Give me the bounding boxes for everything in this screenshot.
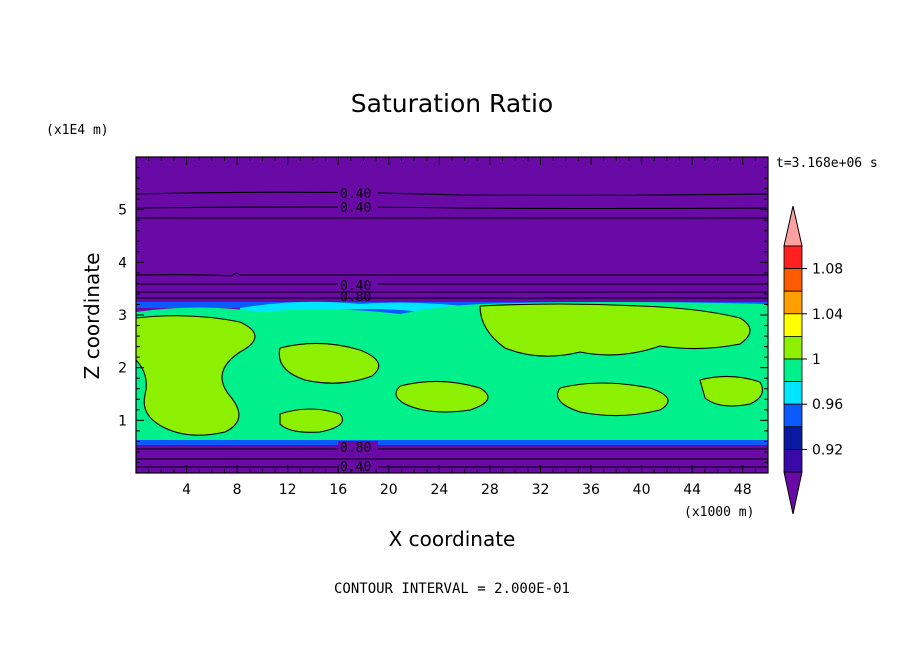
green-patch-7 — [700, 376, 763, 406]
x-tick-label: 32 — [532, 482, 550, 498]
y-tick-label: 3 — [118, 308, 127, 324]
y-tick-label: 1 — [118, 413, 127, 429]
contour-lines — [136, 191, 768, 468]
x-unit-label: (x1000 m) — [684, 505, 754, 520]
contour-interval-footer: CONTOUR INTERVAL = 2.000E-01 — [334, 581, 570, 597]
x-tick-label: 48 — [734, 482, 752, 498]
contour-label: 0.80 — [340, 441, 371, 456]
y-axis-label: Z coordinate — [80, 253, 104, 380]
contour-value-labels: 0.40 0.40 0.40 0.80 0.80 0.40 — [338, 187, 378, 473]
y-tick-label: 2 — [118, 361, 127, 377]
colorbar-cell — [783, 290, 803, 315]
colorbar-cell — [783, 358, 803, 383]
colorbar-under-arrow — [783, 471, 803, 515]
x-tick-label: 24 — [430, 482, 448, 498]
colorbar-tick-label: 0.96 — [812, 397, 843, 413]
x-axis: 4 8 12 16 20 24 28 32 36 40 44 48 — [148, 157, 756, 498]
green-patch-5 — [557, 383, 668, 416]
x-axis-label: X coordinate — [389, 527, 516, 551]
time-label: t=3.168e+06 s — [776, 156, 878, 171]
x-tick-label: 16 — [329, 482, 347, 498]
colorbar-tick-label: 1.08 — [812, 262, 843, 278]
y-tick-label: 4 — [118, 255, 127, 271]
colorbar-cell — [783, 245, 803, 270]
colorbar-tick-label: 1.04 — [812, 307, 843, 323]
colorbar: 0.92 0.96 1 1.04 1.08 — [783, 205, 843, 515]
x-tick-label: 8 — [233, 482, 242, 498]
green-patch-6 — [280, 409, 343, 433]
chart-title: Saturation Ratio — [351, 89, 553, 118]
colorbar-over-arrow — [783, 205, 803, 247]
colorbar-tick-label: 1 — [812, 352, 821, 368]
blue-band-bottom — [136, 440, 768, 445]
contour-label: 0.40 — [340, 187, 371, 202]
x-tick-label: 36 — [582, 482, 600, 498]
colorbar-cell — [783, 381, 803, 405]
green-patch-3 — [480, 304, 750, 357]
green-patch-2 — [279, 343, 379, 384]
colorbar-cell — [783, 268, 803, 292]
green-patch-4 — [396, 381, 488, 412]
y-unit-label: (x1E4 m) — [46, 123, 109, 138]
colorbar-cell — [783, 335, 803, 360]
colorbar-cell — [783, 313, 803, 337]
y-tick-label: 5 — [118, 203, 127, 219]
x-tick-label: 28 — [481, 482, 499, 498]
x-tick-label: 44 — [683, 482, 701, 498]
colorbar-cell — [783, 403, 803, 428]
cyan-patch — [240, 301, 480, 312]
x-tick-label: 12 — [279, 482, 297, 498]
y-axis: 1 2 3 4 5 — [118, 167, 768, 463]
plot-area: 0.40 0.40 0.40 0.80 0.80 0.40 — [136, 157, 768, 473]
contour-label: 0.80 — [340, 290, 371, 305]
green-patch-1 — [136, 315, 255, 436]
contour-label: 0.40 — [340, 201, 371, 216]
colorbar-cell — [783, 426, 803, 450]
colorbar-tick-label: 0.92 — [812, 442, 843, 458]
x-tick-label: 40 — [633, 482, 651, 498]
x-tick-label: 20 — [380, 482, 398, 498]
colorbar-cell — [783, 448, 803, 473]
contour-label: 0.40 — [340, 279, 371, 294]
x-tick-label: 4 — [182, 482, 191, 498]
